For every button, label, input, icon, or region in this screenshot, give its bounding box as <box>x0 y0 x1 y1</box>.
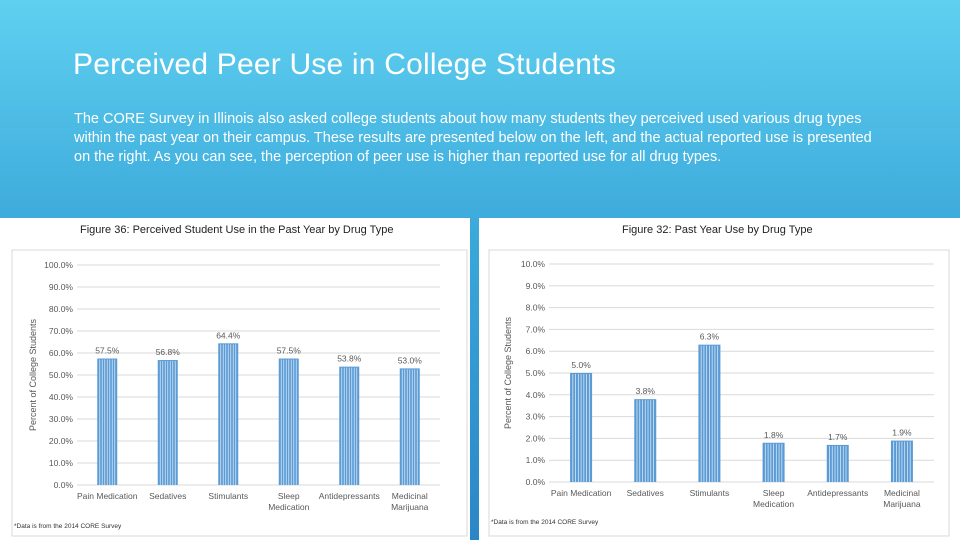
chart-title: Figure 32: Past Year Use by Drug Type <box>622 224 813 236</box>
data-label: 6.3% <box>700 332 720 342</box>
bar <box>399 368 420 485</box>
y-tick-label: 60.0% <box>49 348 74 358</box>
data-label: 57.5% <box>277 346 302 356</box>
data-label: 1.8% <box>764 430 784 440</box>
x-tick-label: Medication <box>753 499 794 509</box>
y-tick-label: 3.0% <box>526 412 546 422</box>
data-label: 1.9% <box>892 428 912 438</box>
x-tick-label: Sleep <box>278 491 300 501</box>
y-tick-label: 4.0% <box>526 390 546 400</box>
data-label: 5.0% <box>571 360 591 370</box>
x-tick-label: Medicinal <box>392 491 428 501</box>
x-tick-label: Stimulants <box>690 488 730 498</box>
bar <box>157 360 178 485</box>
y-tick-label: 80.0% <box>49 304 74 314</box>
y-axis-label: Percent of College Students <box>28 318 38 431</box>
data-label: 56.8% <box>156 347 181 357</box>
x-tick-label: Pain Medication <box>77 491 138 501</box>
y-tick-label: 7.0% <box>526 324 546 334</box>
y-tick-label: 90.0% <box>49 282 74 292</box>
bar <box>890 440 913 482</box>
bar <box>218 343 239 485</box>
bar <box>278 358 299 485</box>
y-tick-label: 100.0% <box>44 260 73 270</box>
y-tick-label: 50.0% <box>49 370 74 380</box>
chart-title: Figure 36: Perceived Student Use in the … <box>80 224 394 236</box>
x-tick-label: Antidepressants <box>319 491 380 501</box>
chart-footnote: *Data is from the 2014 CORE Survey <box>14 523 122 530</box>
slide-title: Perceived Peer Use in College Students <box>73 48 616 81</box>
y-tick-label: 0.0% <box>526 477 546 487</box>
y-tick-label: 70.0% <box>49 326 74 336</box>
x-tick-label: Medicinal <box>884 488 920 498</box>
slide-body-text: The CORE Survey in Illinois also asked c… <box>74 111 872 165</box>
y-tick-label: 10.0% <box>49 458 74 468</box>
bar <box>826 444 849 482</box>
plot-frame <box>488 249 950 537</box>
y-tick-label: 40.0% <box>49 392 74 402</box>
bar <box>570 373 593 482</box>
y-tick-label: 1.0% <box>526 455 546 465</box>
x-tick-label: Pain Medication <box>551 488 612 498</box>
y-tick-label: 8.0% <box>526 303 546 313</box>
data-label: 53.8% <box>337 354 362 364</box>
bar <box>762 442 785 482</box>
data-label: 53.0% <box>398 355 423 365</box>
x-tick-label: Medication <box>268 502 309 512</box>
data-label: 57.5% <box>95 346 120 356</box>
data-label: 1.7% <box>828 432 848 442</box>
chart-panel-perceived-use: Figure 36: Perceived Student Use in the … <box>0 218 470 540</box>
bar <box>698 344 721 482</box>
x-tick-label: Sedatives <box>627 488 664 498</box>
y-tick-label: 2.0% <box>526 433 546 443</box>
bar <box>339 366 360 485</box>
bar <box>97 358 118 485</box>
y-tick-label: 9.0% <box>526 281 546 291</box>
x-tick-label: Sedatives <box>149 491 186 501</box>
x-tick-label: Antidepressants <box>807 488 868 498</box>
y-tick-label: 6.0% <box>526 346 546 356</box>
actual-use-bar-chart: 0.0% 1.0% 2.0% 3.0% 4.0% 5.0% 6.0% 7.0% 8.0% 9.0%… <box>488 249 950 537</box>
data-label: 3.8% <box>636 386 656 396</box>
x-tick-label: Sleep <box>763 488 785 498</box>
data-label: 64.4% <box>216 330 241 340</box>
chart-panel-actual-use: Figure 32: Past Year Use by Drug Type 0.… <box>479 218 960 540</box>
y-tick-label: 5.0% <box>526 368 546 378</box>
x-tick-label: Marijuana <box>883 499 921 509</box>
perceived-use-bar-chart: 0.0% 10.0% 20.0% 30.0% 40.0% 50.0% 60.0% 70.0% 8… <box>11 249 468 537</box>
y-tick-label: 10.0% <box>521 259 546 269</box>
y-tick-label: 30.0% <box>49 414 74 424</box>
y-tick-label: 0.0% <box>54 480 74 490</box>
x-tick-label: Stimulants <box>208 491 248 501</box>
x-tick-label: Marijuana <box>391 502 429 512</box>
y-axis-label: Percent of College Students <box>503 316 513 429</box>
bar <box>634 399 657 482</box>
y-tick-label: 20.0% <box>49 436 74 446</box>
chart-footnote: *Data is from the 2014 CORE Survey <box>491 519 599 526</box>
plot-frame <box>11 249 468 537</box>
